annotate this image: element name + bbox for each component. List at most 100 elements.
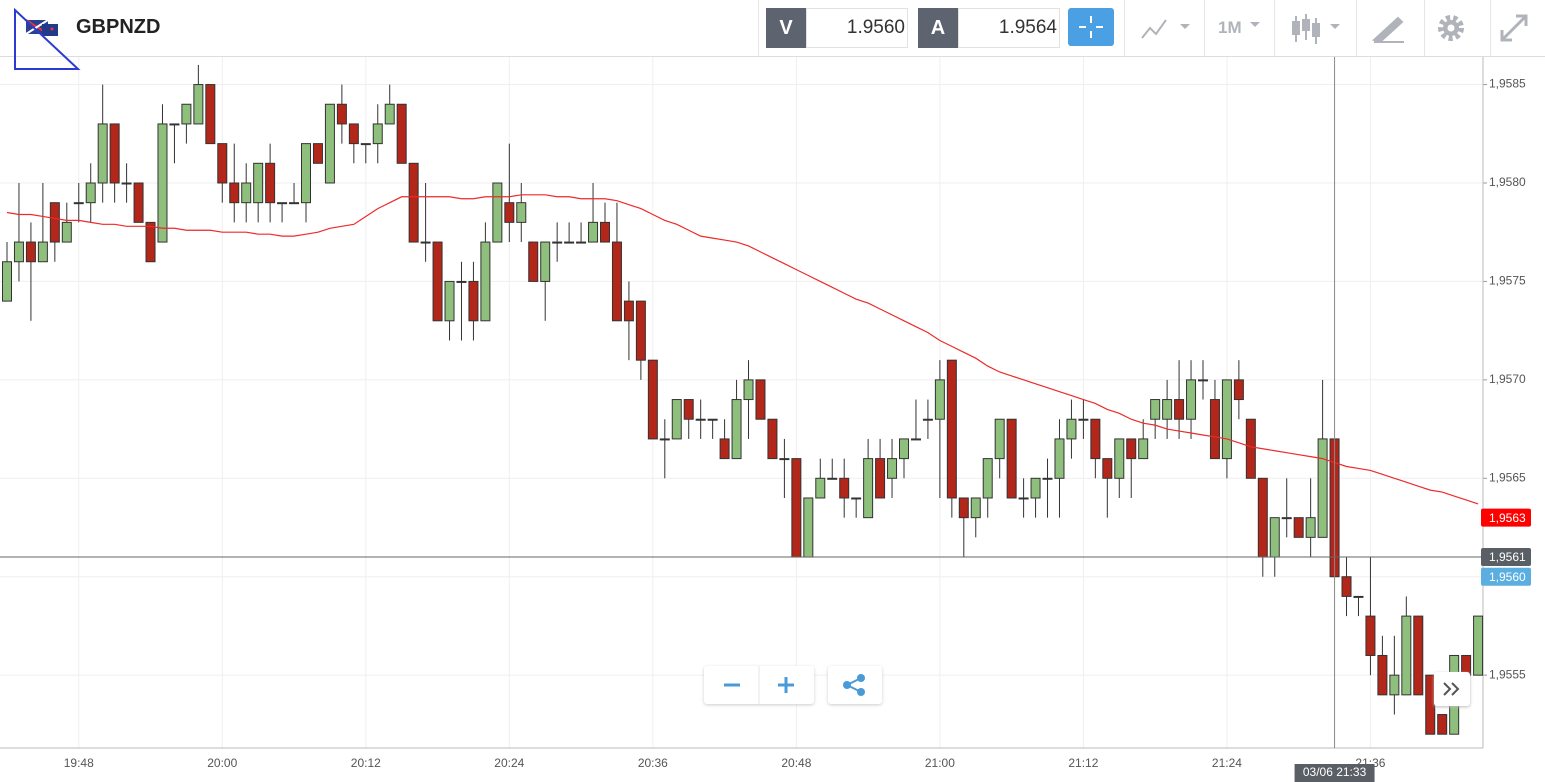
candle-body (839, 477, 850, 499)
candle-body (887, 458, 898, 479)
candle-body (827, 477, 838, 480)
price-tag-label: 1,9560 (1489, 570, 1526, 584)
candle-body (683, 399, 694, 420)
candle-body (432, 241, 443, 322)
candle-body (1198, 379, 1208, 382)
candle-body (731, 399, 742, 460)
candle-body (1281, 517, 1292, 520)
candle-body (1054, 438, 1065, 479)
candle-body (241, 182, 252, 204)
candle-body (1186, 379, 1197, 420)
candle-body (372, 123, 383, 145)
candle-body (1126, 438, 1137, 460)
y-tick-label: 1,9565 (1489, 470, 1526, 484)
candle-body (1090, 418, 1101, 460)
candle-body (946, 359, 957, 499)
candle-body (719, 438, 730, 460)
crosshair-time-tag (1294, 764, 1375, 782)
candle-body (671, 399, 682, 440)
candle-body (791, 458, 802, 558)
candle-type-button[interactable] (1288, 10, 1348, 50)
candle-body (492, 182, 503, 243)
candle-body (193, 84, 204, 125)
candle-body (205, 84, 216, 145)
candle-body (1114, 438, 1125, 479)
crosshair-time-label: 03/06 21:33 (1303, 765, 1367, 779)
candle-body (767, 418, 778, 460)
bid-label: V (766, 8, 806, 48)
candle-body (312, 143, 323, 164)
candle-body (623, 300, 634, 322)
candle-body (1437, 714, 1448, 735)
share-button[interactable] (828, 666, 882, 704)
price-tag (1481, 508, 1531, 527)
candle-body (863, 458, 874, 519)
crosshair-button[interactable] (1068, 8, 1114, 46)
candle-body (289, 202, 300, 205)
candle-body (348, 123, 359, 145)
chart-type-button[interactable] (1138, 14, 1198, 44)
candle-body (384, 103, 395, 125)
candle-body (1102, 458, 1113, 479)
candle-body (480, 241, 491, 322)
candle-body (970, 497, 981, 519)
candle-body (803, 497, 814, 558)
candle-body (588, 221, 599, 243)
candle-body (1413, 615, 1424, 696)
y-tick-label: 1,9580 (1489, 175, 1526, 189)
candle-body (504, 202, 515, 223)
settings-button[interactable] (1432, 8, 1472, 48)
candle-body (707, 418, 718, 421)
bid-price: 1.9560 (806, 8, 908, 48)
timeframe[interactable]: 1M (1218, 18, 1242, 37)
candle-body (13, 241, 24, 263)
candle-body (1245, 418, 1256, 479)
candle-body (910, 438, 921, 441)
candle-body (659, 438, 670, 441)
x-tick-label: 20:00 (207, 756, 237, 770)
candle-body (755, 379, 766, 420)
candle-body (229, 182, 240, 204)
symbol: GBPNZD (76, 16, 161, 38)
candle-body (97, 123, 108, 184)
candle-body (600, 221, 610, 243)
candle-body (396, 103, 407, 164)
candle-body (157, 123, 168, 243)
candle-body (922, 418, 933, 421)
x-tick-label: 20:36 (638, 756, 668, 770)
candle-body (420, 241, 431, 244)
candle-body (1233, 379, 1244, 401)
fullscreen-button[interactable] (1496, 8, 1536, 48)
candle-body (516, 202, 527, 223)
candle-body (982, 458, 993, 499)
candle-body (1209, 399, 1220, 460)
candle-body (779, 458, 790, 461)
x-tick-label: 20:24 (494, 756, 524, 770)
candle-body (1269, 517, 1280, 558)
ask-price: 1.9564 (958, 8, 1060, 48)
x-tick-label: 20:12 (351, 756, 381, 770)
y-tick-label: 1,9570 (1489, 372, 1526, 386)
candle-body (61, 221, 72, 243)
candle-body (1174, 399, 1185, 420)
candle-body (217, 143, 228, 184)
candle-body (635, 300, 646, 361)
candle-body (576, 241, 587, 244)
candle-body (468, 280, 479, 322)
price-tag-label: 1,9561 (1489, 550, 1526, 564)
candle-body (743, 379, 754, 401)
scroll-latest-button[interactable] (1434, 672, 1470, 706)
x-tick-label: 21:12 (1068, 756, 1098, 770)
candle-body (1377, 654, 1388, 696)
candle-body (301, 143, 311, 204)
candle-body (1042, 477, 1053, 480)
draw-button[interactable] (1370, 8, 1410, 48)
candle-body (1162, 399, 1173, 420)
price-tag-label: 1,9563 (1489, 511, 1526, 525)
candle-body (1401, 615, 1412, 696)
candle-body (109, 123, 120, 184)
candle-body (444, 280, 455, 322)
candle-body (253, 162, 264, 204)
x-tick-label: 20:48 (781, 756, 811, 770)
